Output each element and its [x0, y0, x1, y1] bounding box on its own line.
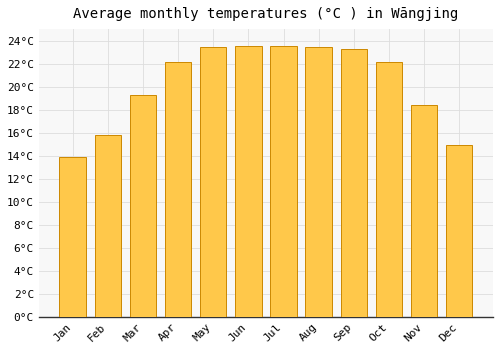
Bar: [200, 48, 226, 317]
Bar: [376, 62, 402, 317]
Bar: [411, 105, 438, 317]
Bar: [446, 145, 472, 317]
Bar: [94, 135, 121, 317]
Bar: [130, 94, 156, 317]
Bar: [340, 49, 367, 317]
Bar: [306, 48, 332, 317]
Bar: [235, 46, 262, 317]
Bar: [60, 157, 86, 317]
Title: Average monthly temperatures (°C ) in Wāngjing: Average monthly temperatures (°C ) in Wā…: [74, 7, 458, 21]
Bar: [270, 46, 296, 317]
Bar: [165, 62, 191, 317]
